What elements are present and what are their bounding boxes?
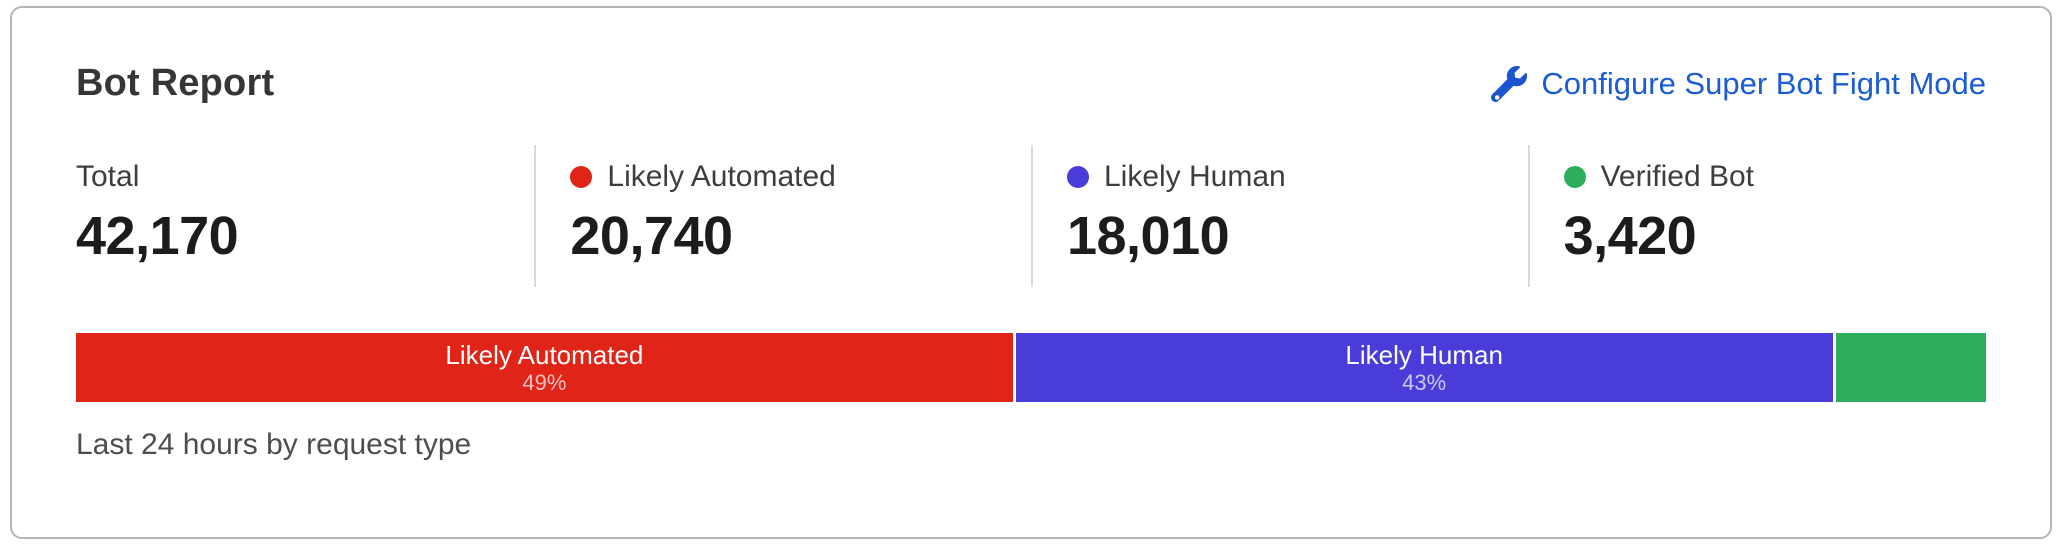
stat-total: Total 42,170: [76, 145, 534, 287]
stat-likely-automated-value: 20,740: [570, 206, 733, 266]
likely-automated-dot-icon: [570, 166, 593, 188]
stat-likely-automated-label: Likely Automated: [570, 159, 1031, 195]
bar-segment-percent: 43%: [1402, 369, 1447, 395]
stat-verified-bot: Verified Bot 3,420: [1527, 145, 1986, 287]
bar-segment-percent: 49%: [522, 369, 567, 395]
stat-likely-human: Likely Human 18,010: [1030, 145, 1528, 287]
bar-segment-label: Likely Automated: [445, 339, 644, 370]
wrench-icon: [1491, 65, 1528, 102]
stat-likely-human-value: 18,010: [1066, 206, 1230, 266]
bar-segment-verified-bot: [1835, 333, 1986, 402]
configure-super-bot-fight-mode-link[interactable]: Configure Super Bot Fight Mode: [1491, 65, 1986, 102]
page-title: Bot Report: [76, 62, 275, 104]
stat-likely-human-label: Likely Human: [1066, 159, 1528, 195]
stat-verified-bot-label: Verified Bot: [1563, 159, 1986, 195]
stat-verified-bot-value: 3,420: [1563, 206, 1697, 266]
configure-link-label: Configure Super Bot Fight Mode: [1541, 65, 1986, 101]
stat-label-text: Total: [76, 160, 140, 193]
bar-segment-label: Likely Human: [1345, 339, 1503, 370]
bot-report-card: Bot Report Configure Super Bot Fight Mod…: [10, 6, 2052, 539]
stat-total-value: 42,170: [76, 206, 239, 266]
stat-label-text: Likely Automated: [607, 160, 836, 193]
stat-likely-automated: Likely Automated 20,740: [534, 145, 1031, 287]
stats-row: Total 42,170 Likely Automated 20,740 Lik…: [76, 145, 1986, 287]
stacked-bar-chart: Likely Automated 49% Likely Human 43%: [76, 333, 1986, 402]
bar-segment-likely-automated: Likely Automated 49%: [76, 333, 1013, 402]
card-header: Bot Report Configure Super Bot Fight Mod…: [76, 62, 1986, 105]
stat-total-label: Total: [76, 159, 534, 195]
stat-label-text: Likely Human: [1103, 160, 1286, 193]
time-range-caption: Last 24 hours by request type: [76, 428, 472, 461]
bar-segment-likely-human: Likely Human 43%: [1015, 333, 1833, 402]
likely-human-dot-icon: [1066, 166, 1089, 188]
verified-bot-dot-icon: [1563, 166, 1586, 188]
stat-label-text: Verified Bot: [1600, 160, 1755, 193]
